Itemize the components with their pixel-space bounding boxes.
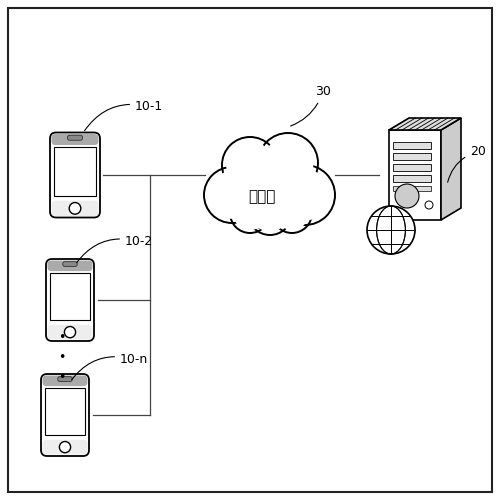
Circle shape [252,194,288,232]
Text: 20: 20 [448,145,486,182]
Circle shape [60,442,70,452]
FancyBboxPatch shape [393,153,431,160]
Circle shape [275,196,309,230]
Circle shape [262,138,314,188]
FancyBboxPatch shape [58,376,72,382]
FancyBboxPatch shape [45,388,85,435]
FancyBboxPatch shape [46,259,94,341]
Circle shape [208,171,256,219]
Circle shape [232,158,298,222]
Text: •: • [58,331,66,344]
Circle shape [222,137,278,193]
FancyBboxPatch shape [393,186,431,191]
Circle shape [395,184,419,208]
Circle shape [258,133,318,193]
Circle shape [230,193,270,233]
FancyBboxPatch shape [68,136,82,140]
FancyBboxPatch shape [52,200,98,216]
FancyBboxPatch shape [393,142,431,149]
Circle shape [367,206,415,254]
Circle shape [425,201,433,209]
Polygon shape [389,130,441,220]
Text: 10-1: 10-1 [84,100,163,130]
FancyBboxPatch shape [50,272,90,320]
FancyBboxPatch shape [52,134,98,145]
Circle shape [226,141,274,189]
Text: •: • [58,351,66,364]
FancyBboxPatch shape [54,146,96,196]
FancyBboxPatch shape [41,374,89,456]
FancyBboxPatch shape [42,440,88,454]
Circle shape [248,191,292,235]
Polygon shape [441,118,461,220]
Text: •: • [58,371,66,384]
FancyBboxPatch shape [393,175,431,182]
Circle shape [204,167,260,223]
Circle shape [227,152,303,228]
Text: 10-n: 10-n [72,353,148,380]
Circle shape [69,202,81,214]
Circle shape [233,196,267,230]
Circle shape [64,326,76,338]
Text: 30: 30 [290,85,331,126]
FancyBboxPatch shape [48,260,92,271]
Circle shape [272,193,312,233]
FancyBboxPatch shape [50,132,100,218]
FancyBboxPatch shape [42,376,88,386]
Text: 10-2: 10-2 [76,235,153,262]
FancyBboxPatch shape [393,164,431,171]
FancyBboxPatch shape [48,324,92,340]
Text: 통신망: 통신망 [248,190,276,204]
Circle shape [275,165,335,225]
Polygon shape [389,118,461,130]
FancyBboxPatch shape [63,262,77,266]
Circle shape [280,170,330,220]
